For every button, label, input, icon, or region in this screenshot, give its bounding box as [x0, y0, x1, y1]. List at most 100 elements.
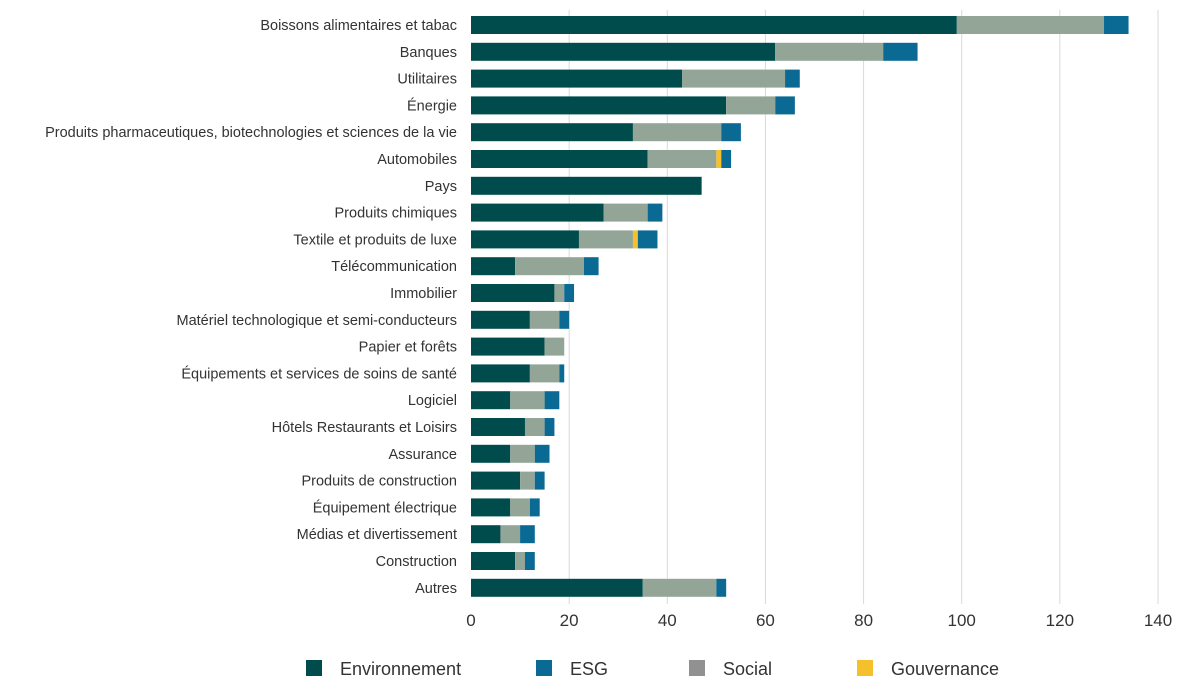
bar-produits-de-construction-social	[520, 471, 535, 490]
category-label: Boissons alimentaires et tabac	[260, 18, 457, 34]
bar-telecommunication-social	[515, 257, 584, 276]
bar-materiel-technologique-et-semi-conducteurs-environnement	[471, 310, 530, 329]
bar-produits-chimiques-social	[603, 203, 648, 222]
category-label: Équipements et services de soins de sant…	[181, 365, 457, 382]
bar-banques-esg	[883, 42, 918, 61]
category-label: Textile et produits de luxe	[293, 232, 457, 248]
category-label: Pays	[425, 179, 457, 195]
category-label: Produits de construction	[301, 474, 457, 490]
x-tick-label: 140	[1144, 611, 1172, 630]
x-axis-ticks: 0 20 40 60 80 100 120 140	[466, 611, 1172, 630]
bar-immobilier-social	[554, 284, 565, 302]
bar-hotels-restaurants-et-loisirs-social	[524, 418, 545, 436]
category-label: Autres	[415, 581, 457, 597]
legend-swatch-esg	[536, 660, 552, 676]
category-label: Télécommunication	[331, 259, 457, 275]
bar-construction-esg	[524, 552, 535, 570]
bar-produits-pharmaceutiques-biotechnologies-et-sciences-de-la-vie-social	[632, 123, 722, 142]
category-label: Équipement électrique	[313, 499, 457, 516]
bar-papier-et-forets-environnement	[471, 337, 545, 356]
bar-textile-et-produits-de-luxe-gouvernance	[632, 230, 638, 249]
category-label: Assurance	[388, 447, 457, 463]
bar-textile-et-produits-de-luxe-esg	[637, 230, 658, 249]
bar-equipements-et-services-de-soins-de-sante-environnement	[471, 364, 530, 383]
bar-medias-et-divertissement-esg	[520, 525, 535, 544]
x-tick-label: 100	[948, 611, 976, 630]
bar-construction-social	[515, 552, 525, 570]
bar-boissons-alimentaires-et-tabac-social	[956, 16, 1105, 34]
category-label: Immobilier	[390, 286, 457, 302]
bar-logiciel-esg	[544, 391, 560, 410]
bar-immobilier-esg	[564, 284, 575, 302]
bar-utilitaires-social	[682, 69, 786, 88]
bar-energie-social	[726, 96, 776, 115]
bar-produits-chimiques-esg	[647, 203, 663, 222]
bar-medias-et-divertissement-environnement	[471, 525, 501, 544]
legend-label-gouvernance: Gouvernance	[891, 659, 999, 679]
legend-swatch-social	[689, 660, 705, 676]
legend: Environnement ESG Social Gouvernance	[306, 659, 999, 679]
bar-banques-social	[775, 42, 884, 61]
bar-materiel-technologique-et-semi-conducteurs-social	[529, 310, 560, 329]
bar-banques-environnement	[471, 42, 776, 61]
bar-hotels-restaurants-et-loisirs-environnement	[471, 418, 525, 436]
bar-utilitaires-esg	[785, 69, 800, 88]
bar-equipement-electrique-social	[510, 498, 530, 517]
category-label: Matériel technologique et semi-conducteu…	[177, 313, 457, 329]
bar-produits-pharmaceutiques-biotechnologies-et-sciences-de-la-vie-environnement	[471, 123, 633, 142]
bar-equipement-electrique-esg	[529, 498, 540, 517]
bar-assurance-social	[510, 444, 535, 463]
bar-autres-social	[642, 578, 717, 597]
bar-autres-esg	[716, 578, 727, 597]
bar-logiciel-social	[510, 391, 545, 410]
bar-produits-de-construction-esg	[534, 471, 545, 490]
bar-produits-de-construction-environnement	[471, 471, 521, 490]
bar-textile-et-produits-de-luxe-social	[578, 230, 633, 249]
bar-equipements-et-services-de-soins-de-sante-social	[529, 364, 560, 383]
bar-materiel-technologique-et-semi-conducteurs-esg	[559, 310, 570, 329]
bar-textile-et-produits-de-luxe-environnement	[471, 230, 579, 249]
bar-telecommunication-environnement	[471, 257, 516, 276]
bar-automobiles-esg	[721, 150, 732, 168]
category-label: Construction	[376, 554, 457, 570]
bar-automobiles-environnement	[471, 150, 648, 168]
category-label: Médias et divertissement	[297, 527, 457, 543]
x-tick-label: 60	[756, 611, 775, 630]
bar-hotels-restaurants-et-loisirs-esg	[544, 418, 555, 436]
x-tick-label: 20	[560, 611, 579, 630]
bar-telecommunication-esg	[583, 257, 599, 276]
bar-boissons-alimentaires-et-tabac-esg	[1104, 16, 1129, 34]
bar-automobiles-gouvernance	[716, 150, 722, 168]
bar-immobilier-environnement	[471, 284, 555, 302]
bar-assurance-esg	[534, 444, 550, 463]
category-label: Papier et forêts	[359, 340, 457, 356]
x-tick-label: 0	[466, 611, 475, 630]
bar-energie-esg	[775, 96, 795, 115]
category-label: Hôtels Restaurants et Loisirs	[272, 420, 457, 436]
bar-boissons-alimentaires-et-tabac-environnement	[471, 16, 957, 34]
category-label: Banques	[400, 45, 457, 61]
bar-construction-environnement	[471, 552, 516, 570]
bar-logiciel-environnement	[471, 391, 511, 410]
category-label: Produits chimiques	[335, 206, 458, 222]
category-label: Énergie	[407, 97, 457, 114]
category-labels: Boissons alimentaires et tabac Banques Uti…	[45, 18, 457, 597]
legend-label-environnement: Environnement	[340, 659, 461, 679]
bar-equipement-electrique-environnement	[471, 498, 511, 517]
legend-label-esg: ESG	[570, 659, 608, 679]
bars	[471, 16, 1129, 597]
x-tick-label: 40	[658, 611, 677, 630]
bar-automobiles-social	[647, 150, 717, 168]
bar-produits-chimiques-environnement	[471, 203, 604, 222]
bar-equipements-et-services-de-soins-de-sante-esg	[559, 364, 565, 383]
legend-swatch-environnement	[306, 660, 322, 676]
bar-produits-pharmaceutiques-biotechnologies-et-sciences-de-la-vie-esg	[721, 123, 741, 142]
category-label: Utilitaires	[397, 72, 457, 88]
bar-medias-et-divertissement-social	[500, 525, 521, 544]
bar-energie-environnement	[471, 96, 727, 115]
x-tick-label: 80	[854, 611, 873, 630]
bar-pays-environnement	[471, 176, 702, 195]
category-label: Produits pharmaceutiques, biotechnologie…	[45, 125, 457, 141]
bar-autres-environnement	[471, 578, 643, 597]
